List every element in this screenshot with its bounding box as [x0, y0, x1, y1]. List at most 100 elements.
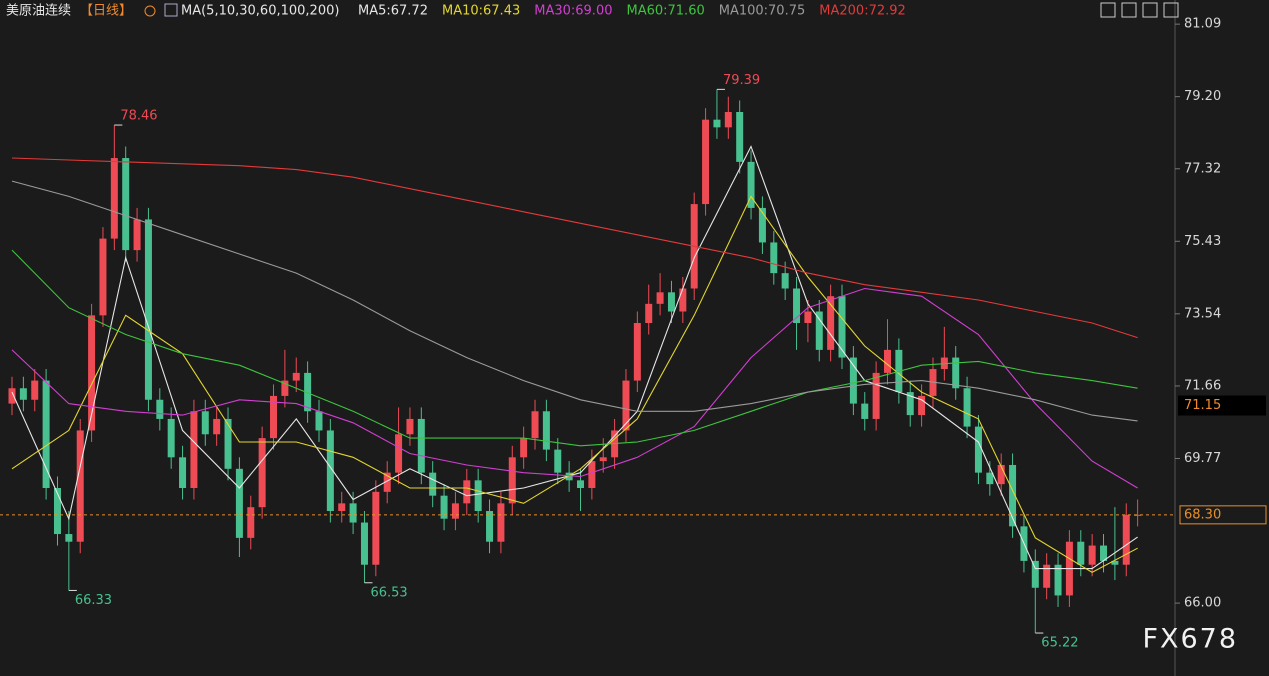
ma-line — [11, 287, 1138, 489]
candle-body — [599, 457, 607, 462]
candle-body — [440, 495, 448, 519]
candle-body — [281, 380, 289, 396]
candle-body — [758, 207, 766, 243]
candle-body — [315, 411, 323, 431]
candle-body — [918, 395, 926, 416]
candle-body — [702, 119, 710, 205]
high-label: 79.39 — [723, 73, 760, 88]
candle-body — [804, 311, 812, 324]
candle-body — [1134, 514, 1142, 516]
candle-body — [1054, 564, 1062, 596]
cursor-price-label: 71.15 — [1184, 398, 1221, 413]
candle-body — [258, 438, 266, 508]
candle-body — [201, 411, 209, 435]
candle-body — [304, 372, 312, 412]
candle-body — [974, 426, 982, 473]
candle-body — [520, 438, 528, 458]
candles — [8, 89, 1142, 634]
ma-line — [11, 180, 1138, 422]
cursor-price-box — [1178, 395, 1266, 416]
candle-body — [542, 411, 550, 450]
tool-button[interactable] — [1142, 2, 1158, 18]
candle-body — [383, 472, 391, 492]
chart-title: 美原油连续 — [6, 3, 71, 19]
legend-entry: MA100:70.75 — [719, 4, 806, 19]
candle-body — [486, 511, 494, 542]
candle-body — [76, 430, 84, 542]
candle-body — [338, 503, 346, 512]
candle-body — [531, 411, 539, 439]
candle-body — [622, 380, 630, 431]
y-tick-label: 79.20 — [1184, 89, 1221, 104]
low-label: 66.53 — [370, 585, 407, 600]
ma-line — [11, 249, 1138, 447]
candle-body — [110, 158, 118, 239]
candle-body — [474, 480, 482, 512]
candle-body — [53, 488, 61, 535]
candle-body — [349, 503, 357, 523]
candle-body — [679, 288, 687, 312]
tool-button[interactable] — [1121, 2, 1137, 18]
header-icons — [144, 3, 178, 17]
candle-body — [827, 296, 835, 350]
last-price-box — [1179, 505, 1267, 525]
candle-body — [360, 522, 368, 565]
candle-body — [224, 418, 232, 469]
candle-body — [247, 507, 255, 538]
legend-entry: MA60:71.60 — [626, 4, 704, 19]
y-tick-label: 77.32 — [1184, 161, 1221, 176]
candle-body — [736, 112, 744, 162]
candle-body — [235, 468, 243, 538]
candle-body — [406, 418, 414, 435]
y-tick-label: 66.00 — [1184, 596, 1221, 611]
low-label: 65.22 — [1041, 636, 1078, 651]
tool-button[interactable] — [1100, 2, 1116, 18]
add-icon[interactable] — [144, 5, 156, 17]
candle-body — [1111, 560, 1119, 565]
candle-body — [963, 388, 971, 427]
candle-body — [588, 461, 596, 488]
legend-entry: MA10:67.43 — [442, 4, 520, 19]
y-tick-label: 71.66 — [1184, 378, 1221, 393]
candle-body — [326, 430, 334, 512]
candle-body — [65, 534, 73, 542]
y-tick-label: 81.09 — [1184, 17, 1221, 32]
candle-body — [815, 311, 823, 350]
candle-body — [88, 315, 96, 431]
candle-body — [395, 434, 403, 473]
candle-body — [19, 388, 27, 400]
candle-body — [906, 392, 914, 416]
candle-body — [292, 372, 300, 381]
legend-entry: MA30:69.00 — [534, 4, 612, 19]
toolbar — [1100, 2, 1179, 18]
indicator-icon[interactable] — [164, 3, 178, 17]
candle-body — [781, 273, 789, 289]
y-tick-label: 69.77 — [1184, 451, 1221, 466]
candle-body — [497, 503, 505, 542]
y-tick-label: 73.54 — [1184, 306, 1221, 321]
period: 【日线】 — [80, 4, 132, 19]
candle-body — [429, 472, 437, 496]
candle-body — [133, 219, 141, 251]
candle-body — [144, 219, 152, 400]
legend-entry: MA5:67.72 — [358, 4, 428, 19]
high-label: 78.46 — [120, 109, 157, 124]
candle-body — [463, 480, 471, 504]
candle-body — [1031, 560, 1039, 588]
candle-body — [872, 372, 880, 419]
candle-body — [838, 296, 846, 358]
y-tick-label: 75.43 — [1184, 234, 1221, 249]
last-price-label: 68.30 — [1184, 507, 1221, 522]
candle-body — [179, 457, 187, 488]
legend-entry: MA200:72.92 — [819, 4, 906, 19]
candle-body — [99, 238, 107, 316]
candle-body — [565, 472, 573, 481]
ma-line — [11, 157, 1138, 339]
candle-body — [645, 303, 653, 324]
candle-body — [883, 349, 891, 373]
candle-body — [656, 292, 664, 304]
candle-body — [1043, 564, 1051, 588]
tool-button[interactable] — [1163, 2, 1179, 18]
watermark: FX678 — [1142, 624, 1238, 655]
candle-body — [1077, 541, 1085, 565]
